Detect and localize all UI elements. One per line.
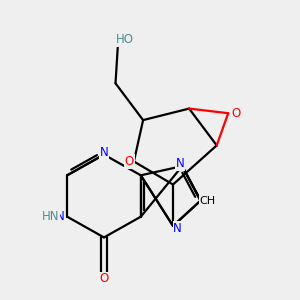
Text: N: N [173,222,182,235]
Text: N: N [56,210,65,223]
Text: HN: HN [42,210,60,223]
Text: HO: HO [116,33,134,46]
Text: CH: CH [200,196,216,206]
Text: N: N [176,157,184,170]
Text: O: O [232,107,241,120]
Text: O: O [99,272,109,285]
Text: O: O [125,155,134,168]
Text: N: N [100,146,108,159]
